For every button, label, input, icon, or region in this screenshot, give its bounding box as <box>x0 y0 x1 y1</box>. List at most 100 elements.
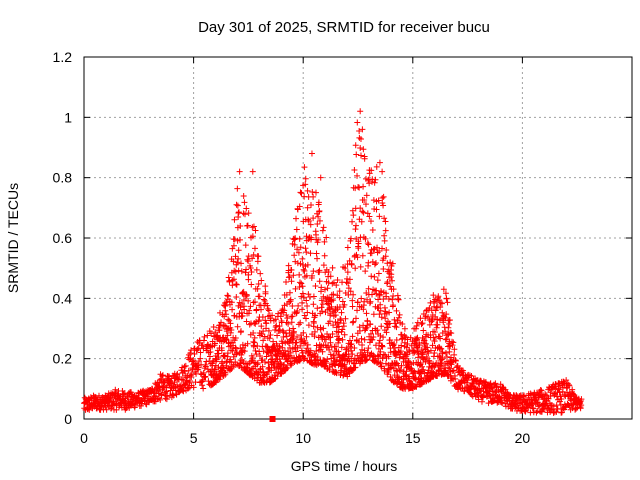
data-point <box>321 252 328 259</box>
data-point <box>296 279 303 286</box>
data-point <box>544 395 551 402</box>
data-point <box>315 213 322 220</box>
data-point <box>212 329 219 336</box>
data-point <box>325 279 332 286</box>
data-point <box>304 341 311 348</box>
data-point <box>369 227 376 233</box>
data-point <box>382 352 389 359</box>
data-point <box>333 282 340 289</box>
data-point <box>219 360 226 367</box>
data-point <box>359 252 366 259</box>
data-point <box>223 336 230 343</box>
data-point <box>309 272 316 279</box>
data-point <box>416 342 423 349</box>
data-point <box>237 223 244 230</box>
data-point <box>316 267 323 274</box>
data-point <box>215 350 222 357</box>
data-point <box>556 389 563 396</box>
data-point <box>363 192 370 199</box>
data-point <box>364 296 371 303</box>
data-point <box>365 177 372 184</box>
data-point <box>293 215 300 222</box>
data-point <box>553 408 560 415</box>
data-point <box>381 304 388 311</box>
data-point <box>303 249 310 256</box>
data-point <box>385 324 392 331</box>
data-point <box>257 270 264 277</box>
data-point <box>277 359 284 366</box>
data-point <box>441 324 448 331</box>
data-point <box>249 255 256 262</box>
data-point <box>329 280 336 287</box>
data-point <box>292 258 299 265</box>
data-point <box>351 252 358 259</box>
data-point <box>126 404 133 411</box>
data-point <box>320 262 327 269</box>
data-point <box>428 315 435 322</box>
data-point <box>346 358 353 365</box>
data-point <box>349 333 356 340</box>
data-point <box>362 325 369 332</box>
data-point <box>200 369 207 376</box>
data-point <box>304 187 311 194</box>
data-point <box>284 364 291 371</box>
data-point <box>234 259 241 266</box>
data-point <box>425 313 432 320</box>
data-point <box>369 336 376 343</box>
data-point <box>197 370 204 377</box>
data-point <box>310 319 317 326</box>
data-point <box>231 216 238 223</box>
data-point <box>327 339 334 346</box>
data-point <box>300 294 307 301</box>
data-point <box>382 218 389 225</box>
data-point <box>403 368 410 375</box>
data-point <box>393 336 400 343</box>
data-point <box>301 164 308 171</box>
data-point <box>367 298 374 305</box>
data-point <box>163 388 170 395</box>
data-point <box>364 349 371 356</box>
data-point <box>362 201 369 208</box>
data-point <box>547 393 554 400</box>
data-point <box>449 358 456 365</box>
data-point <box>245 276 252 283</box>
data-point <box>301 356 308 363</box>
data-point <box>236 360 243 367</box>
data-point <box>419 320 426 327</box>
data-point <box>337 317 344 324</box>
data-point <box>422 340 429 347</box>
data-point <box>359 126 366 133</box>
data-point <box>301 267 308 274</box>
data-point <box>289 303 296 310</box>
data-point <box>324 285 331 292</box>
data-point <box>313 250 320 257</box>
data-point <box>245 210 252 217</box>
data-point <box>455 386 462 393</box>
data-point <box>241 306 248 313</box>
data-point <box>364 210 371 217</box>
data-point <box>349 351 356 358</box>
data-point <box>319 348 326 355</box>
data-point <box>119 396 126 403</box>
data-point <box>323 234 330 241</box>
data-point <box>443 295 450 302</box>
data-point <box>201 373 208 380</box>
data-point <box>291 252 298 259</box>
data-point <box>357 136 364 143</box>
data-point <box>341 331 348 338</box>
data-point <box>437 335 444 342</box>
data-point <box>420 366 427 373</box>
data-point <box>231 236 238 243</box>
data-point <box>413 322 420 329</box>
data-point <box>345 280 352 287</box>
data-point <box>332 343 339 350</box>
data-point <box>298 190 305 197</box>
data-point <box>218 319 225 326</box>
data-point <box>265 327 272 334</box>
y-axis-label: SRMTID / TECUs <box>5 183 21 293</box>
data-point <box>352 226 359 233</box>
axis-ticks: 0 0.2 0.4 0.6 0.8 1 1.2 0 5 10 15 20 <box>53 49 632 446</box>
data-point <box>498 399 505 406</box>
data-point <box>255 370 262 377</box>
data-point <box>290 325 297 332</box>
